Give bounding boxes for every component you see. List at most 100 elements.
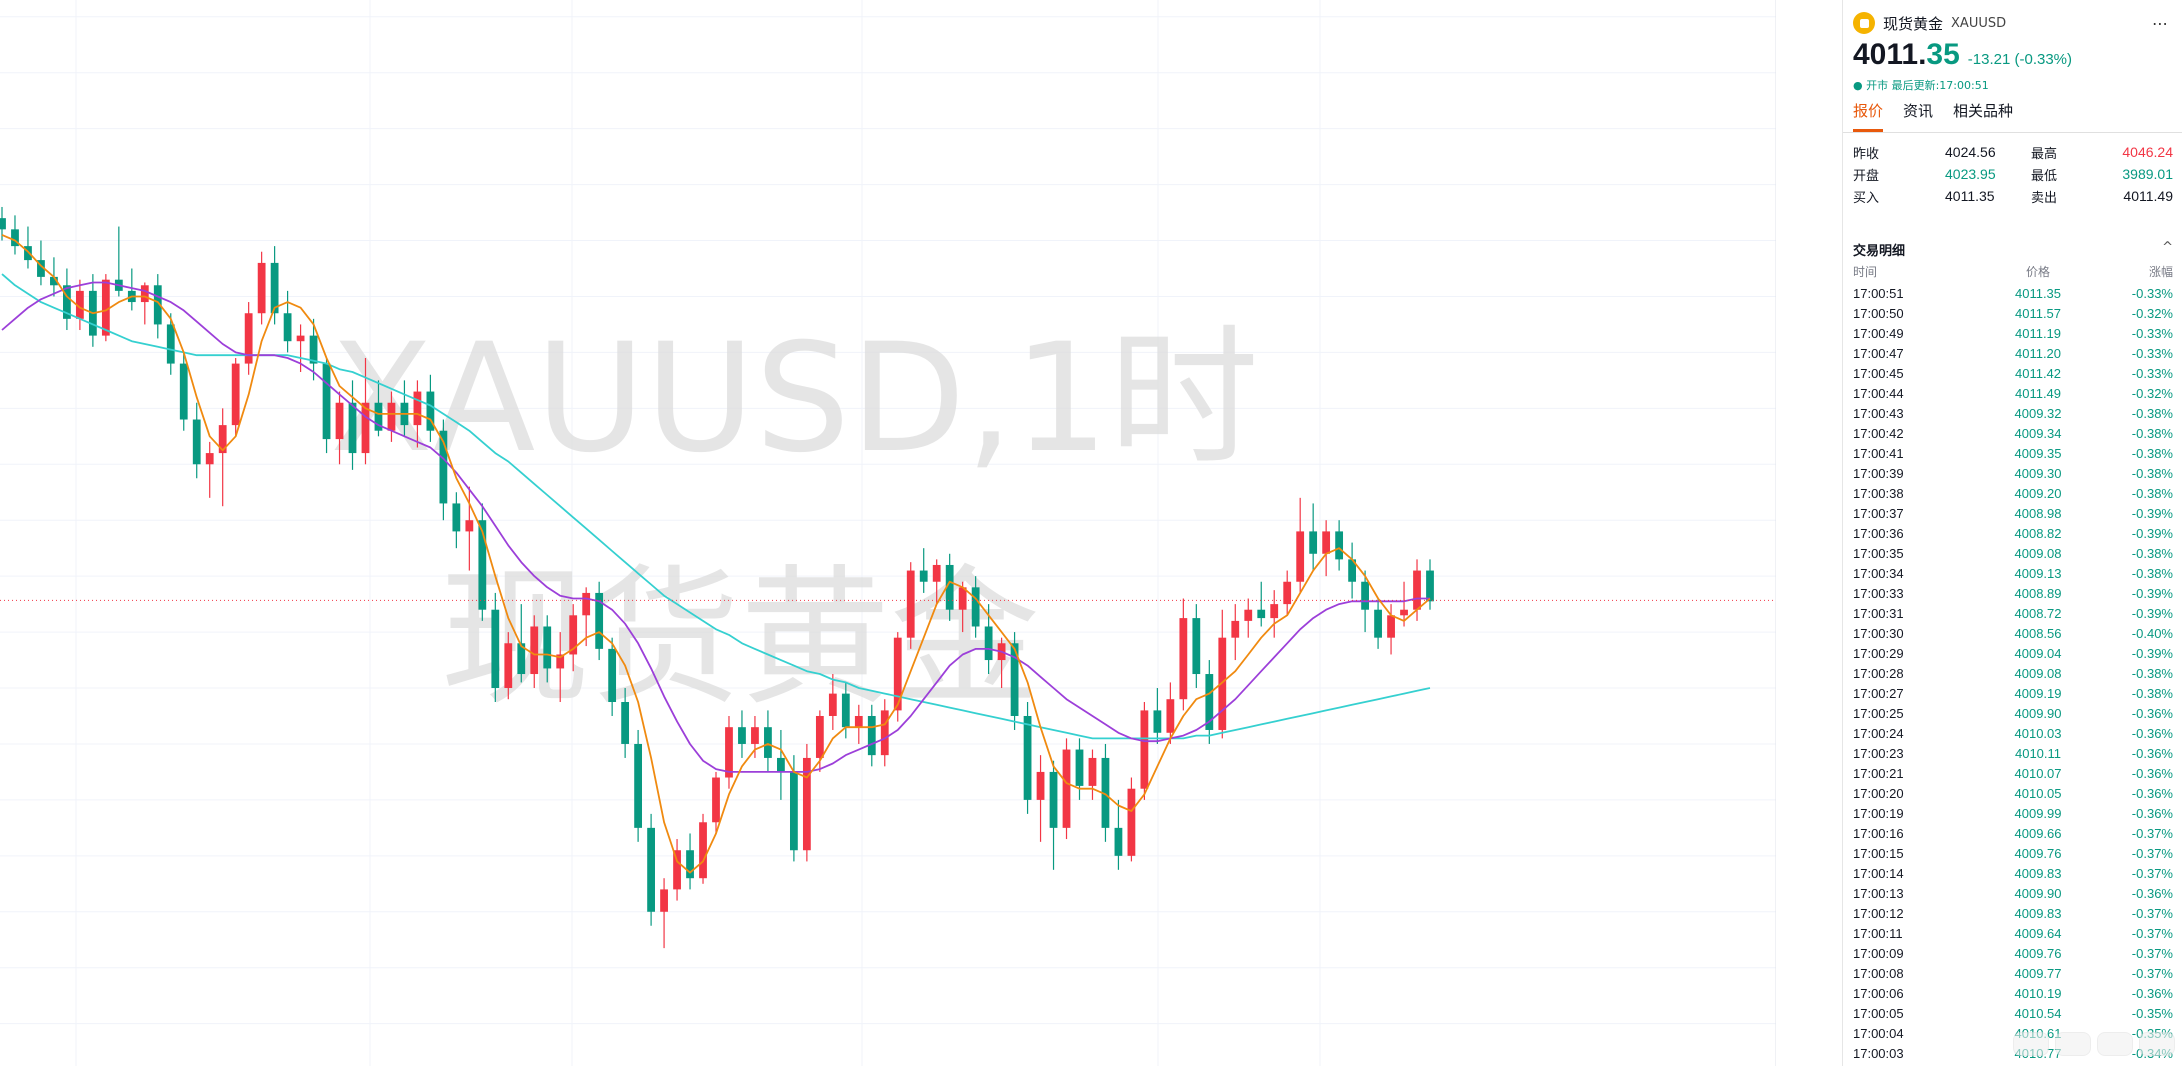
trade-time: 17:00:28	[1853, 665, 1904, 681]
candle-body	[1257, 609, 1266, 619]
candle-body	[192, 419, 201, 465]
trade-price: 4011.19	[2014, 325, 2062, 341]
candle-body	[699, 822, 707, 879]
trade-change: -0.38%	[2131, 485, 2173, 501]
trade-change: -0.38%	[2131, 665, 2173, 681]
ma-mid-line	[1, 281, 1430, 773]
candle-body	[1296, 531, 1305, 582]
candle-body	[569, 615, 578, 655]
tab-related[interactable]: 相关品种	[1953, 102, 2014, 120]
trade-time: 17:00:11	[1853, 925, 1903, 941]
trade-time: 17:00:34	[1853, 565, 1904, 581]
trade-price: 4008.72	[2014, 605, 2062, 621]
candle-body	[322, 363, 331, 440]
candle-body	[1075, 749, 1084, 786]
trade-price: 4010.05	[2014, 785, 2062, 801]
candle-body	[1400, 609, 1408, 616]
price-change: -13.21 (-0.33%)	[1967, 51, 2073, 68]
candle-body	[932, 564, 941, 582]
candle-body	[751, 727, 759, 744]
trade-change: -0.33%	[2131, 365, 2173, 381]
candle-body	[283, 313, 292, 342]
trades-header: 时间 价格 涨幅	[1853, 263, 2173, 280]
trade-price: 4009.77	[2014, 965, 2062, 981]
candle-body	[971, 587, 980, 627]
trade-change: -0.39%	[2131, 505, 2173, 521]
trade-change: -0.38%	[2131, 545, 2173, 561]
candle-body	[1023, 715, 1032, 800]
trade-change: -0.38%	[2131, 405, 2173, 421]
trades-header-change: 涨幅	[2148, 265, 2173, 279]
trade-row: 17:00:43 4009.32 -0.38%	[1853, 403, 2173, 423]
trade-price: 4011.49	[2014, 385, 2062, 401]
trade-price: 4009.04	[2014, 645, 2062, 661]
trade-row: 17:00:15 4009.76 -0.37%	[1853, 843, 2173, 863]
trade-price: 4009.76	[2014, 845, 2062, 861]
trade-time: 17:00:50	[1853, 305, 1904, 321]
trade-time: 17:00:41	[1853, 445, 1904, 461]
trade-price: 4009.90	[2014, 885, 2062, 901]
candle-body	[24, 246, 32, 261]
candle-body	[257, 262, 266, 314]
price-chart[interactable]: XAUUSD,1时现货黄金422042004180416041404120410…	[0, 0, 1776, 1066]
candle-body	[660, 889, 668, 912]
open-label: 开盘	[1853, 168, 1880, 184]
trade-change: -0.36%	[2131, 725, 2173, 741]
trade-price: 4008.56	[2014, 625, 2062, 641]
trade-price: 4010.07	[2014, 765, 2062, 781]
candle-body	[815, 715, 824, 758]
low-label: 最低	[2031, 168, 2058, 184]
candle-body	[1101, 757, 1110, 828]
candle-body	[1335, 531, 1344, 560]
trade-price: 4011.35	[2014, 285, 2062, 301]
trade-row: 17:00:11 4009.64 -0.37%	[1853, 923, 2173, 943]
candle-body	[828, 693, 837, 716]
ma-short-line	[1, 234, 1431, 874]
tab-quote[interactable]: 报价	[1853, 100, 1884, 132]
candle-body	[387, 402, 396, 431]
candle-body	[984, 626, 993, 661]
candle-body	[854, 715, 863, 728]
candle-body	[50, 276, 58, 286]
trade-change: -0.38%	[2131, 565, 2173, 581]
chevron-up-icon[interactable]: ^	[2162, 240, 2173, 255]
trade-price: 4011.20	[2014, 345, 2062, 361]
trade-price: 4009.76	[2014, 945, 2062, 961]
trade-time: 17:00:09	[1853, 945, 1904, 961]
watermark-block	[2055, 1032, 2091, 1056]
candle-body	[348, 402, 357, 454]
candle-body	[231, 363, 240, 426]
trade-time: 17:00:19	[1853, 805, 1904, 821]
trade-change: -0.39%	[2131, 645, 2173, 661]
gold-logo-icon	[1853, 12, 1875, 34]
candle-body	[686, 850, 694, 879]
stat-row: 开盘 4023.95 最低 3989.01	[1853, 163, 2173, 185]
trades-list[interactable]: 17:00:51 4011.35 -0.33% 17:00:50 4011.57 -0.3…	[1853, 283, 2173, 1063]
trade-price: 4010.54	[2014, 1005, 2062, 1021]
candle-body	[504, 643, 513, 689]
low-value: 3989.01	[2122, 166, 2173, 182]
candle-body	[621, 702, 630, 744]
candle-body	[1166, 699, 1175, 733]
trade-price: 4009.19	[2014, 685, 2062, 701]
candle-body	[426, 391, 435, 431]
trade-row: 17:00:19 4009.99 -0.36%	[1853, 803, 2173, 823]
ma-long-line	[1, 273, 1431, 740]
candle-body	[1036, 771, 1045, 800]
trade-row: 17:00:30 4008.56 -0.40%	[1853, 623, 2173, 643]
candle-body	[11, 229, 19, 247]
chart-area[interactable]: XAUUSD,1时现货黄金422042004180416041404120410…	[0, 0, 1776, 1066]
candle-body	[1114, 827, 1123, 856]
trade-time: 17:00:39	[1853, 465, 1904, 481]
quote-stats: 昨收 4024.56 最高 4046.24 开盘 4023.95 最低 3989…	[1853, 141, 2173, 207]
trade-change: -0.32%	[2131, 385, 2173, 401]
trade-time: 17:00:12	[1853, 905, 1904, 921]
panel-tabs: 报价 资讯 相关品种	[1853, 100, 2013, 132]
tab-news[interactable]: 资讯	[1903, 102, 1934, 120]
trade-change: -0.38%	[2131, 425, 2173, 441]
candle-body	[867, 715, 876, 756]
more-options-icon[interactable]: ⋯	[2152, 14, 2169, 33]
trade-change: -0.37%	[2131, 905, 2173, 921]
trade-change: -0.32%	[2131, 305, 2173, 321]
trade-time: 17:00:05	[1853, 1005, 1904, 1021]
